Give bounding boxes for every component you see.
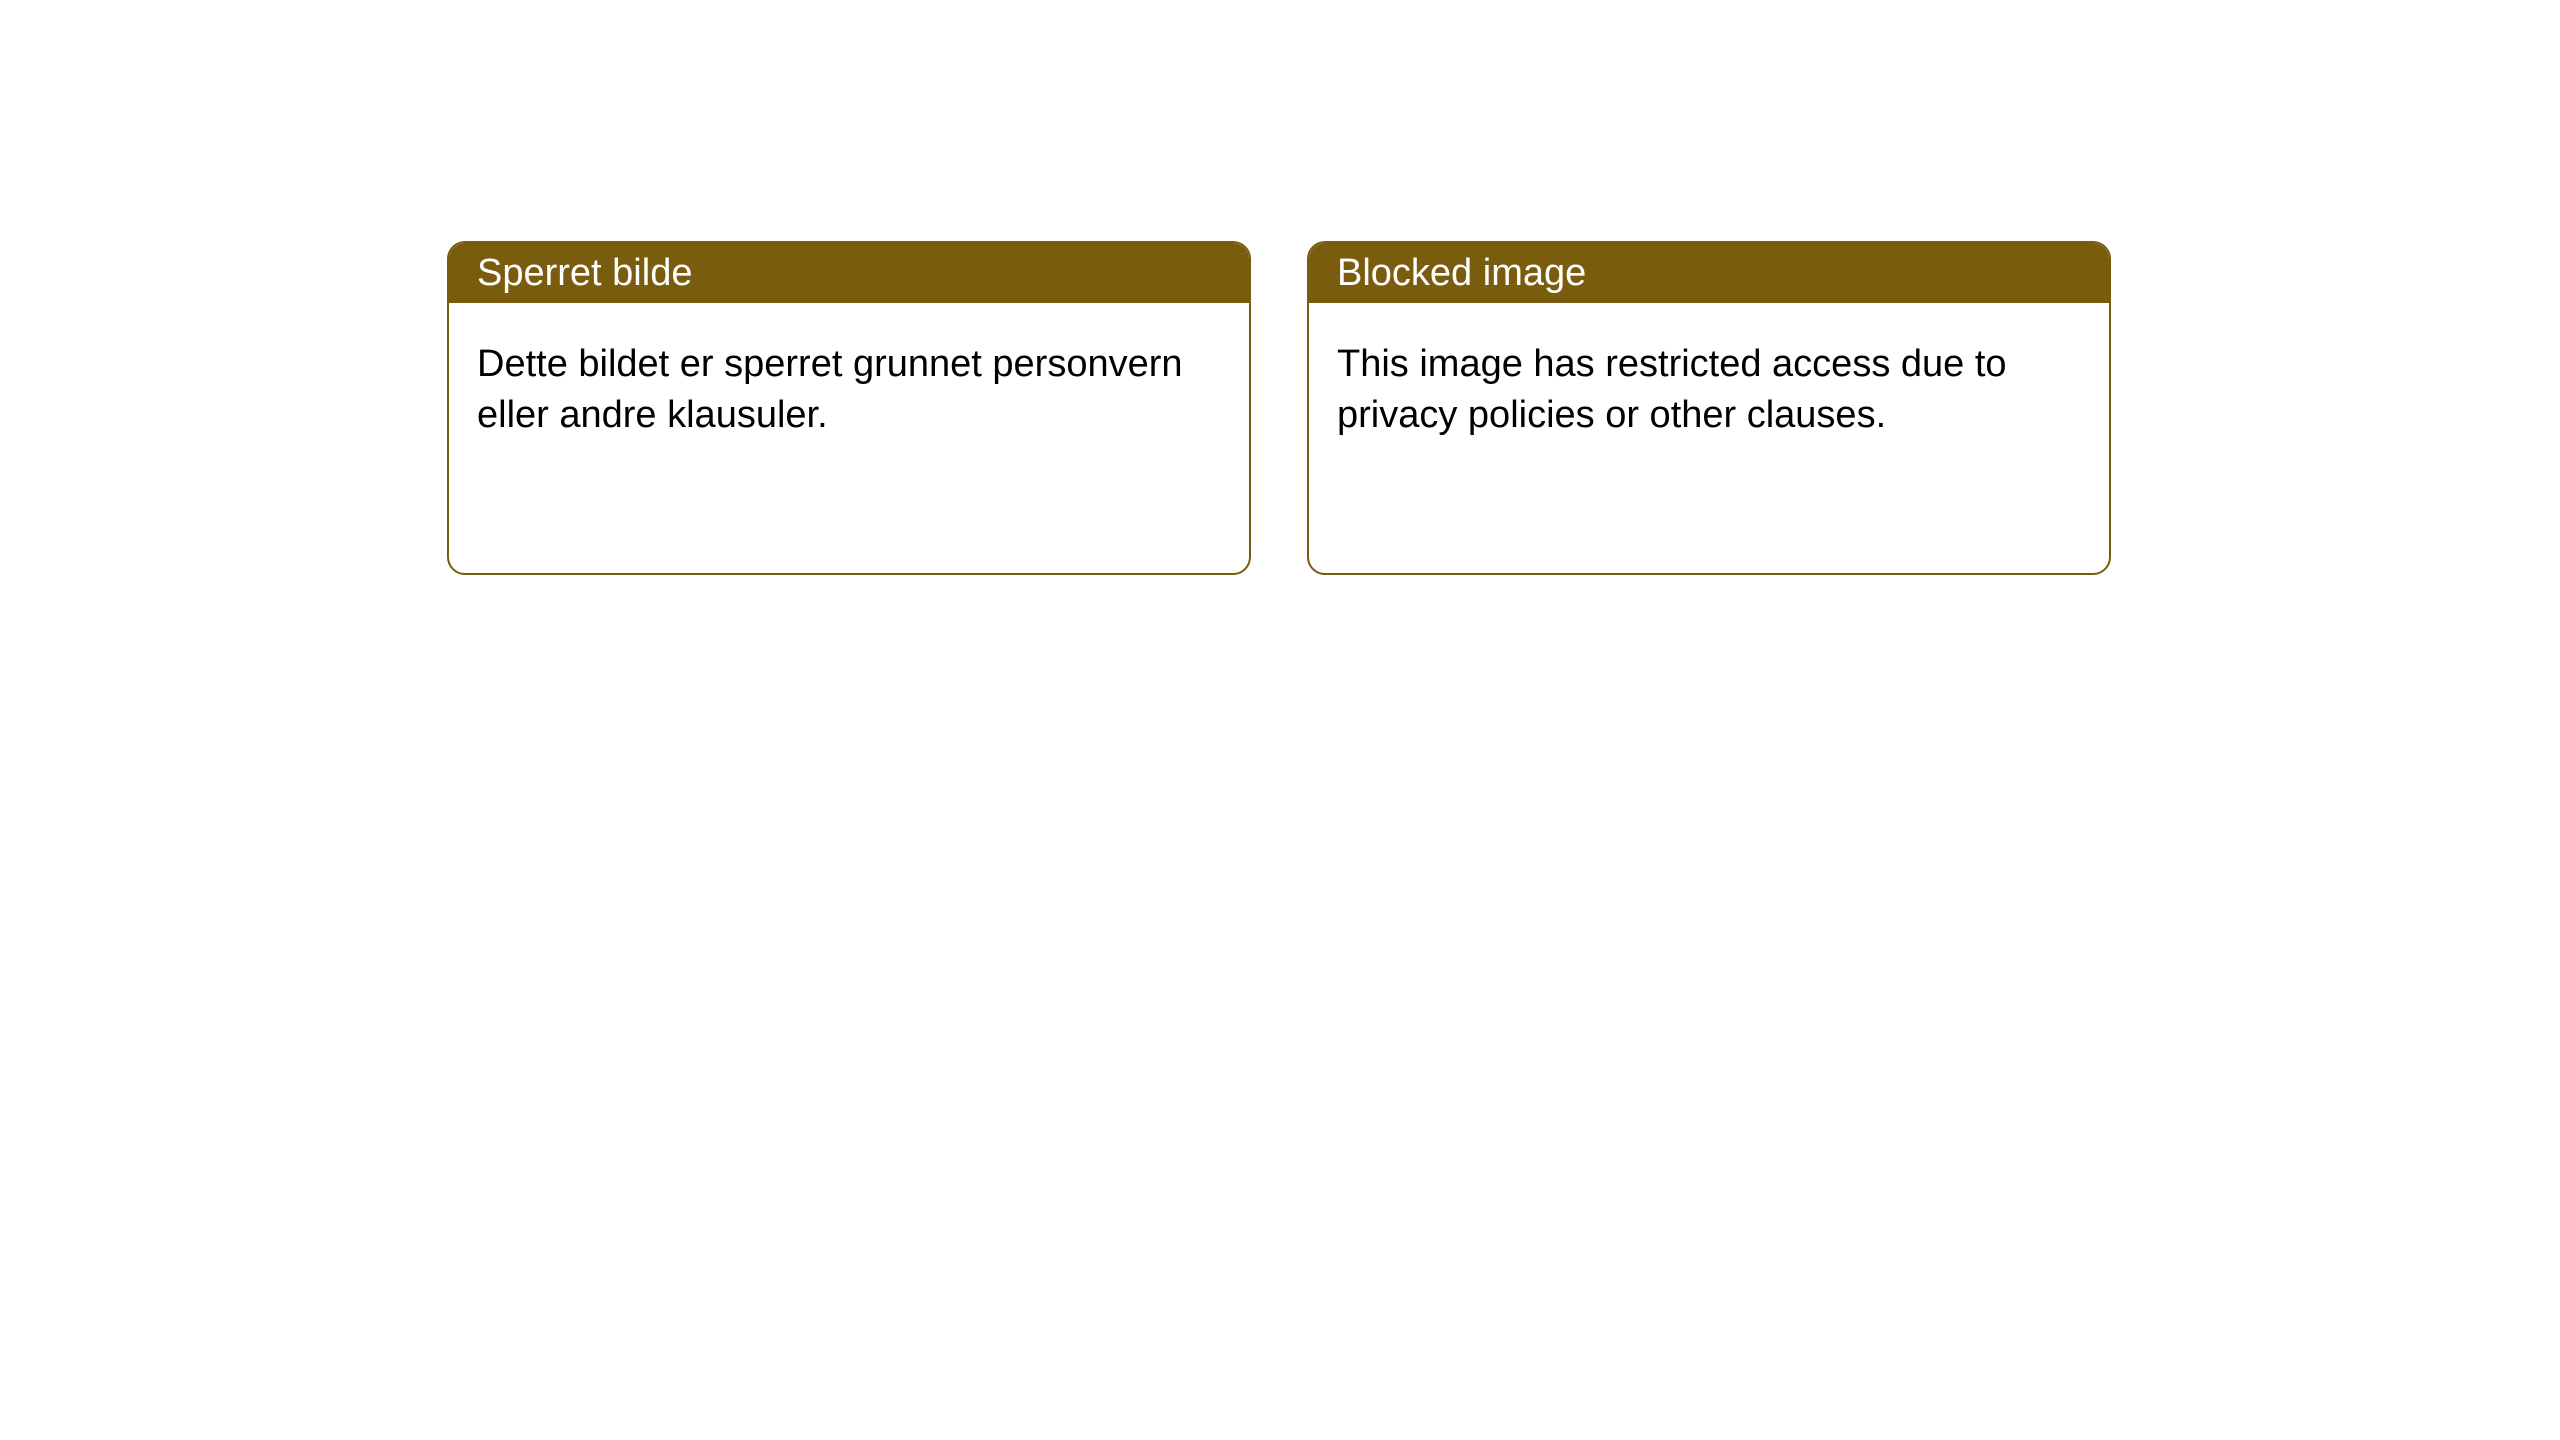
card-title-english: Blocked image <box>1337 252 1586 295</box>
card-text-english: This image has restricted access due to … <box>1337 343 2007 436</box>
card-title-norwegian: Sperret bilde <box>477 252 692 295</box>
card-body-english: This image has restricted access due to … <box>1309 303 2109 478</box>
blocked-image-card-english: Blocked image This image has restricted … <box>1307 241 2111 575</box>
card-header-english: Blocked image <box>1309 243 2109 303</box>
card-text-norwegian: Dette bildet er sperret grunnet personve… <box>477 343 1183 436</box>
card-header-norwegian: Sperret bilde <box>449 243 1249 303</box>
card-body-norwegian: Dette bildet er sperret grunnet personve… <box>449 303 1249 478</box>
blocked-image-card-norwegian: Sperret bilde Dette bildet er sperret gr… <box>447 241 1251 575</box>
notice-container: Sperret bilde Dette bildet er sperret gr… <box>0 0 2560 575</box>
